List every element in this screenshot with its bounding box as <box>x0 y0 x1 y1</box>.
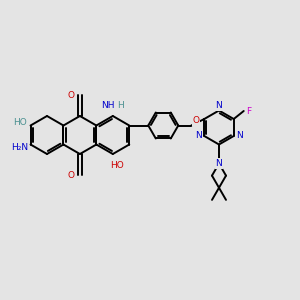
Text: O: O <box>68 170 74 179</box>
Text: N: N <box>236 131 243 140</box>
Text: O: O <box>193 116 200 125</box>
Text: O: O <box>68 91 74 100</box>
Text: N: N <box>216 159 222 168</box>
Text: N: N <box>216 101 222 110</box>
Text: NH: NH <box>101 100 115 109</box>
Text: N: N <box>195 131 202 140</box>
Text: HO: HO <box>13 118 26 127</box>
Text: F: F <box>246 106 251 116</box>
Text: H₂N: H₂N <box>11 143 28 152</box>
Text: H: H <box>117 100 124 109</box>
Text: HO: HO <box>110 161 124 170</box>
